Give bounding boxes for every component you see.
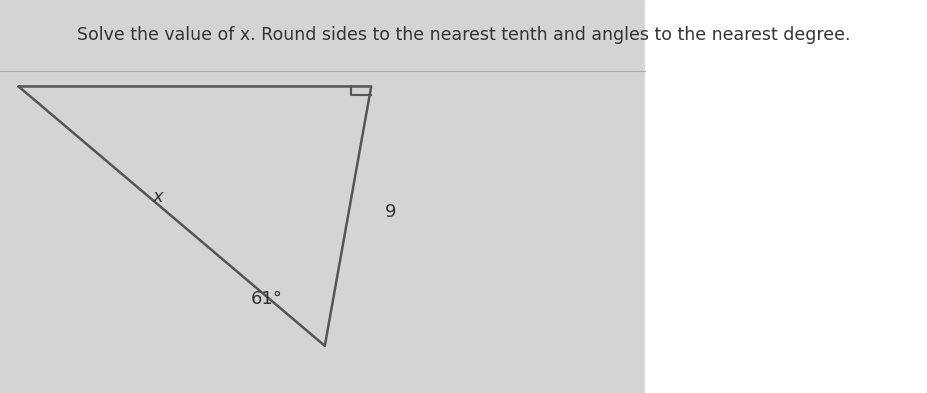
Text: 61°: 61° (251, 290, 283, 308)
Bar (644, 0, 927, 393)
Bar (0, 0, 644, 393)
Text: 9: 9 (385, 203, 396, 221)
Text: Solve the value of x. Round sides to the nearest tenth and angles to the nearest: Solve the value of x. Round sides to the… (77, 26, 850, 44)
Text: x: x (152, 187, 163, 206)
